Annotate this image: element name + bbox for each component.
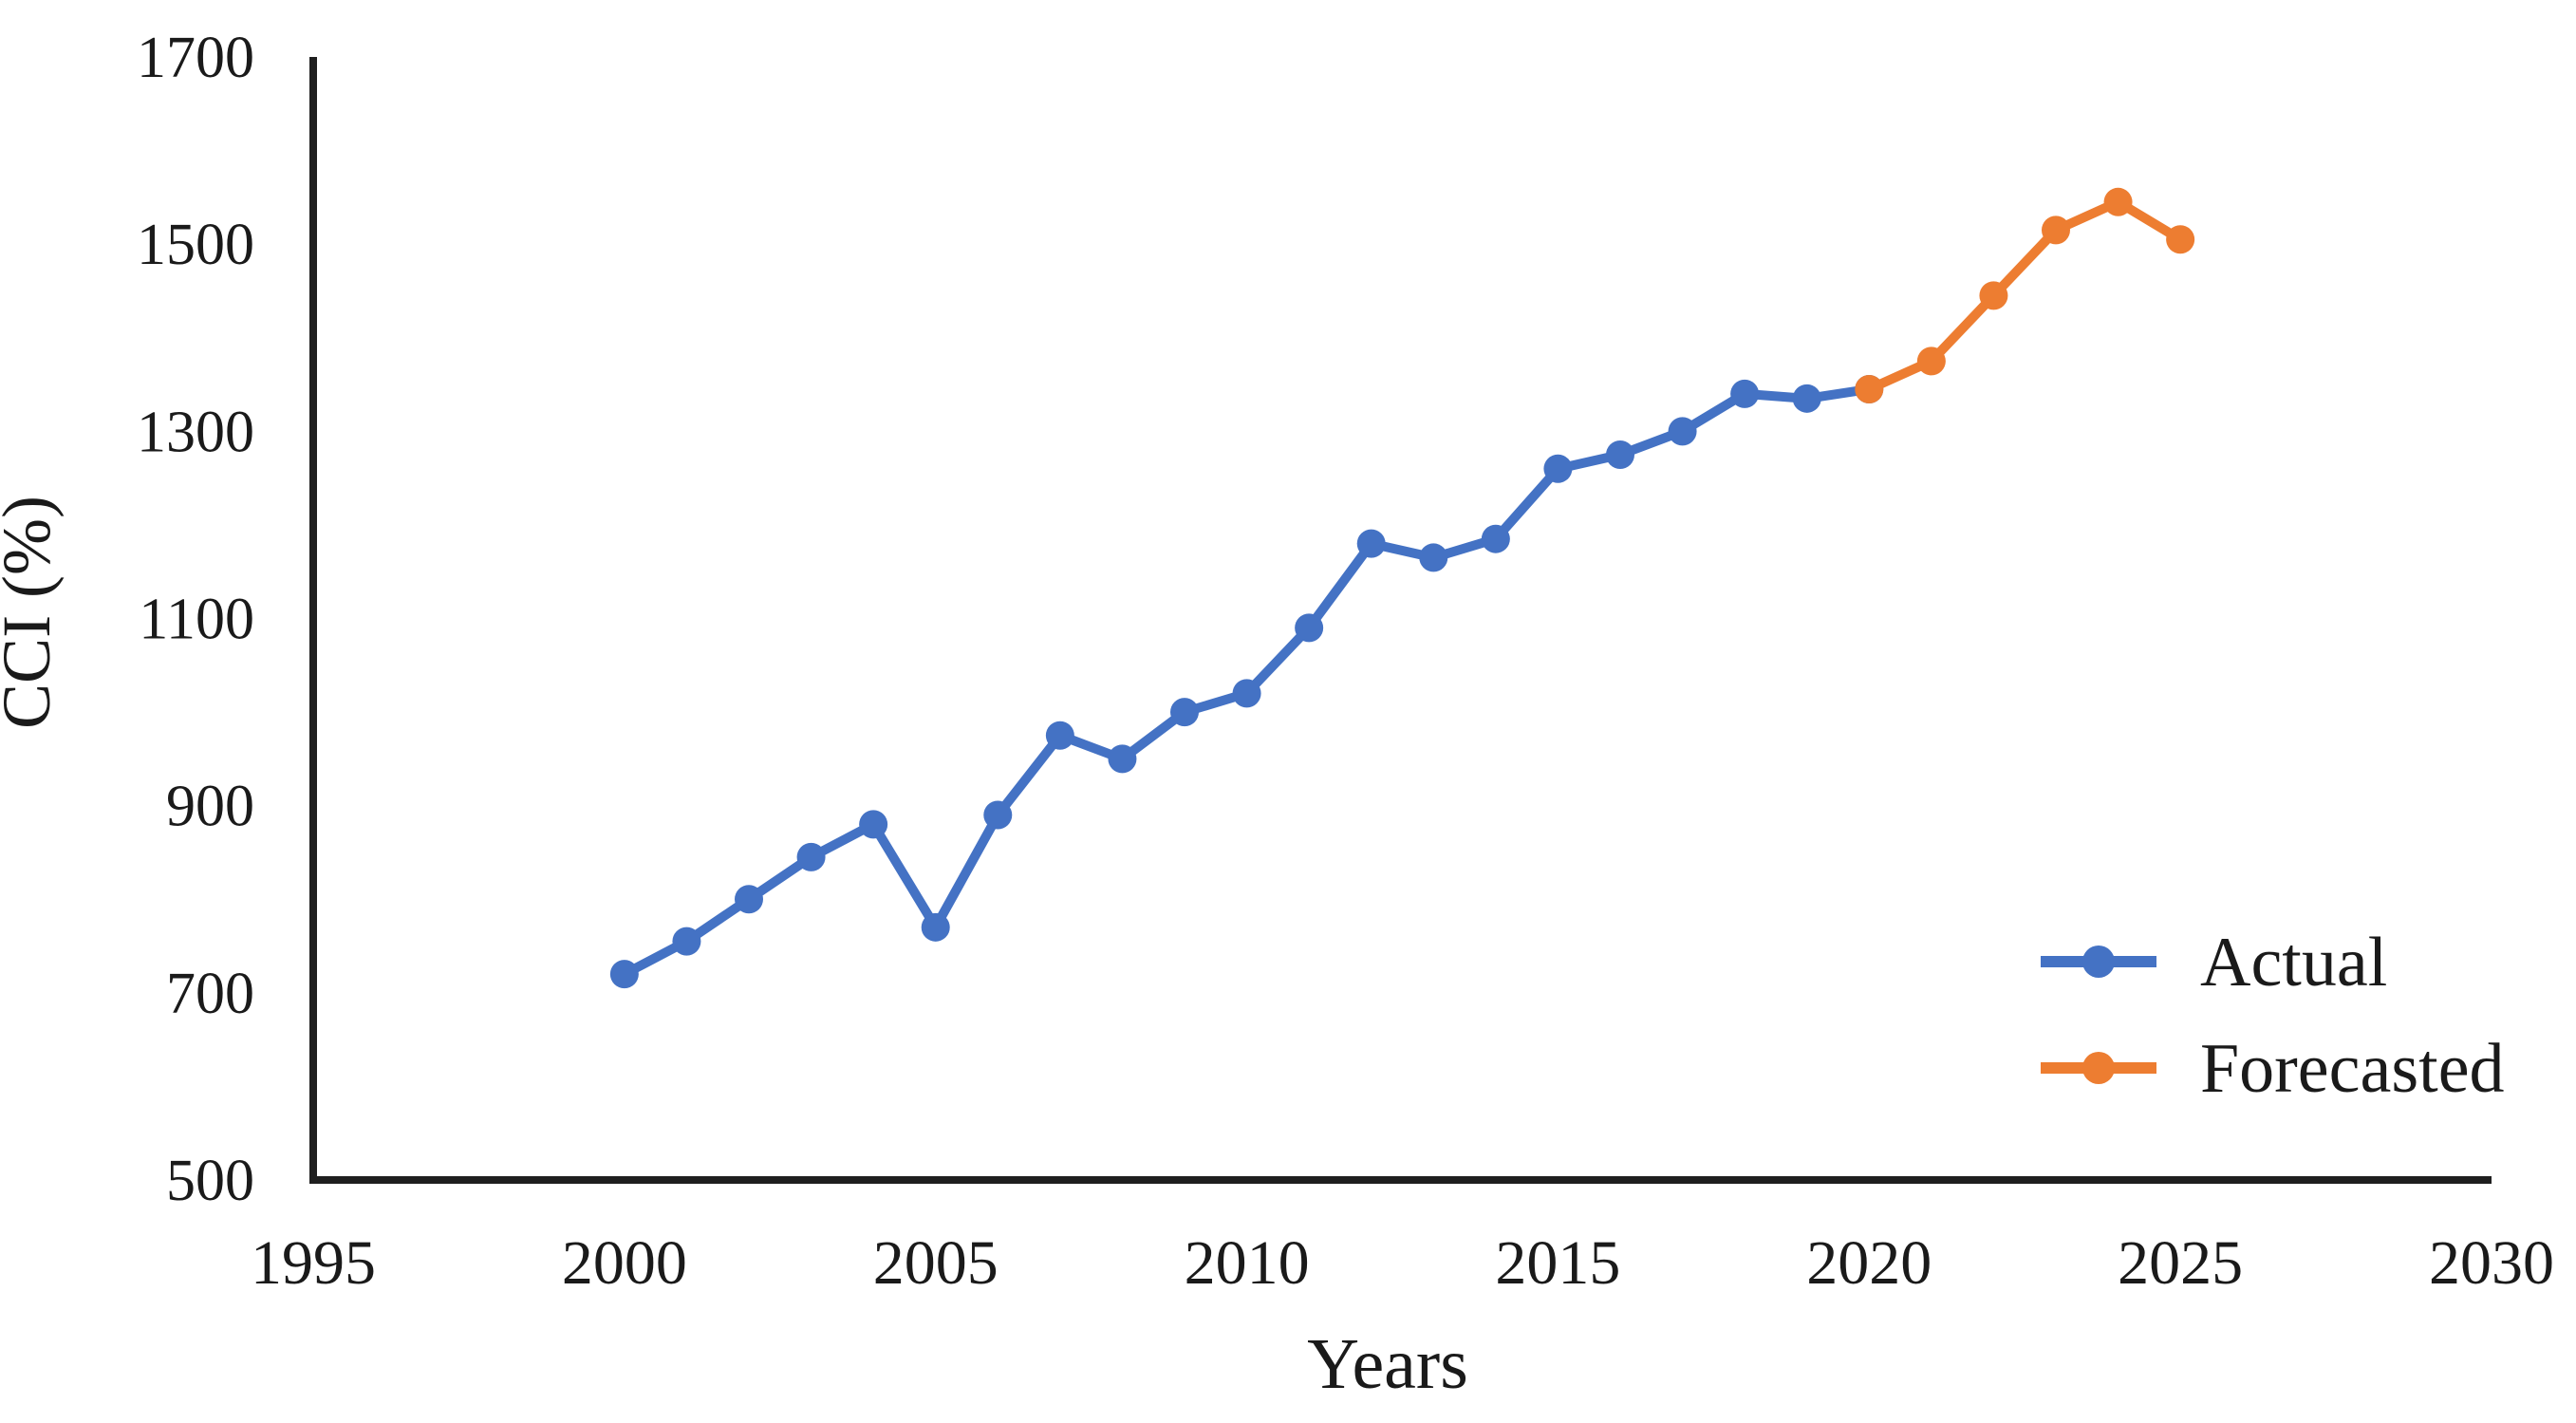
forecasted-point-marker <box>2042 215 2070 245</box>
actual-point-marker <box>1108 744 1137 774</box>
axes-lines <box>309 57 2492 1184</box>
forecasted-series <box>1855 187 2195 403</box>
x-tick-label: 2020 <box>1806 1228 1932 1298</box>
actual-point-marker <box>1170 698 1199 727</box>
actual-point-marker <box>735 885 763 914</box>
x-tick-label: 2000 <box>562 1228 687 1298</box>
actual-point-marker <box>609 960 639 989</box>
y-tick-label: 1700 <box>137 26 254 90</box>
x-axis-tick-labels: 1995 2000 2005 2010 2015 2020 2025 2030 <box>251 1228 2554 1298</box>
x-tick-label: 2005 <box>873 1228 999 1298</box>
y-tick-label: 1300 <box>137 400 254 464</box>
legend-marker-swatch <box>2082 946 2115 978</box>
forecasted-series-line <box>1864 197 2186 394</box>
forecasted-point-marker <box>2103 187 2133 216</box>
actual-point-marker <box>1045 721 1074 750</box>
legend-item-forecasted: Forecasted <box>2041 1030 2505 1108</box>
actual-series <box>609 374 1884 989</box>
x-tick-label: 2030 <box>2429 1228 2554 1298</box>
y-axis-tick-labels: 500 700 900 1100 1300 1500 1700 <box>137 26 254 1213</box>
forecasted-point-marker <box>1916 346 1946 376</box>
actual-point-marker <box>859 810 888 839</box>
actual-point-marker <box>1419 543 1448 572</box>
actual-point-marker <box>1606 440 1634 469</box>
actual-point-marker <box>1543 454 1573 483</box>
legend-label: Forecasted <box>2200 1030 2505 1108</box>
actual-point-marker <box>983 800 1013 830</box>
actual-point-marker <box>1792 384 1821 413</box>
y-tick-label: 700 <box>166 962 254 1026</box>
legend: Actual Forecasted <box>2041 924 2505 1108</box>
actual-point-marker <box>1232 679 1261 708</box>
x-tick-label: 2015 <box>1495 1228 1620 1298</box>
forecasted-point-marker <box>1979 281 2008 310</box>
x-tick-label: 2010 <box>1185 1228 1310 1298</box>
legend-item-actual: Actual <box>2041 924 2387 1002</box>
forecasted-point-marker <box>1855 374 1884 403</box>
actual-point-marker <box>1481 524 1510 553</box>
actual-point-marker <box>1356 529 1386 558</box>
x-axis-title: Years <box>1307 1324 1468 1404</box>
actual-point-marker <box>672 927 701 956</box>
y-tick-label: 1100 <box>139 588 254 652</box>
x-tick-label: 2025 <box>2118 1228 2243 1298</box>
legend-label: Actual <box>2200 924 2387 1002</box>
y-tick-label: 900 <box>166 775 254 839</box>
forecasted-point-marker <box>2166 225 2195 254</box>
actual-point-marker <box>1295 613 1324 643</box>
actual-point-marker <box>921 912 950 942</box>
legend-marker-swatch <box>2082 1052 2115 1084</box>
x-tick-label: 1995 <box>251 1228 376 1298</box>
y-axis-title: CCI (%) <box>0 496 65 729</box>
y-tick-label: 500 <box>166 1149 254 1213</box>
y-tick-label: 1500 <box>137 213 254 277</box>
actual-point-marker <box>1730 379 1760 408</box>
actual-point-marker <box>1668 417 1697 446</box>
actual-point-marker <box>796 842 826 871</box>
